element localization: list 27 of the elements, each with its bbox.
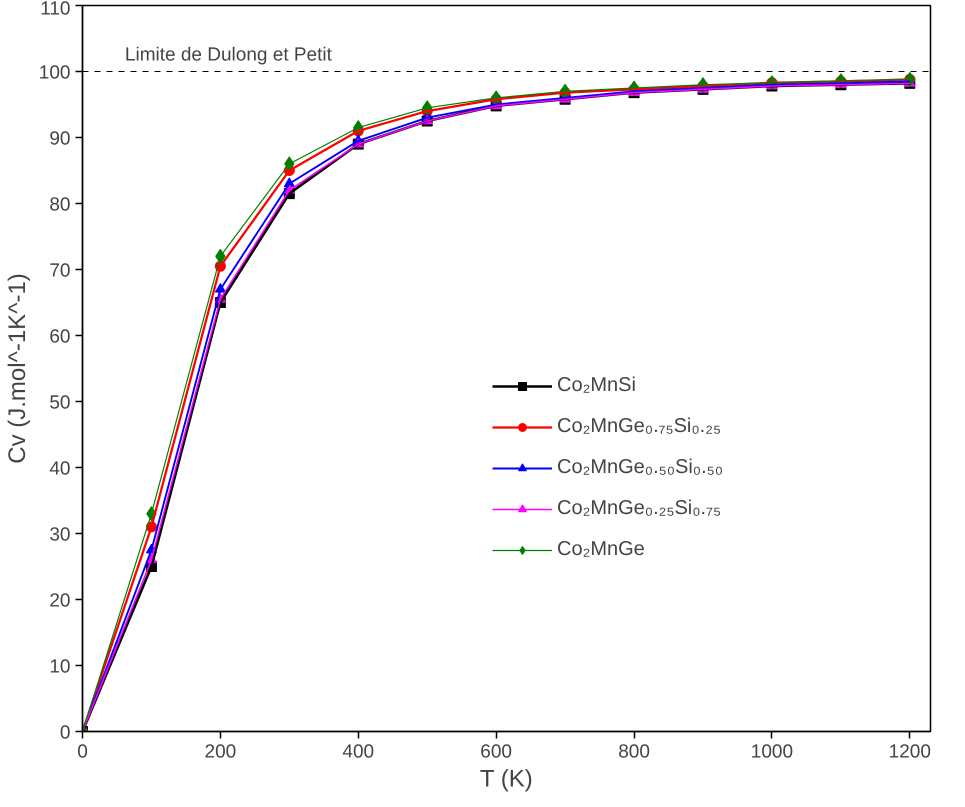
legend-label: Co₂MnGe₀.₅₀Si₀.₅₀ [557,456,724,479]
legend-label: Co₂MnGe₀.₇₅Si₀.₂₅ [557,415,722,438]
y-tick-label: 20 [49,590,71,612]
y-tick-label: 70 [49,260,71,282]
y-tick-label: 110 [40,0,71,20]
x-axis-title: T (K) [480,766,533,792]
y-tick-label: 10 [49,656,71,678]
x-tick-label: 0 [77,742,88,762]
x-tick-label: 400 [342,742,374,762]
x-tick-label: 200 [204,742,236,762]
x-tick-label: 1200 [888,742,931,762]
y-tick-label: 90 [49,128,71,150]
y-axis-title: Cv (J.mol^-1K^-1) [4,273,31,464]
legend-label: Co₂MnGe [557,538,645,561]
legend-label: Co₂MnSi [557,374,636,397]
y-tick-label: 30 [49,524,71,546]
legend-label: Co₂MnGe₀.₂₅Si₀.₇₅ [557,497,722,520]
y-tick-label: 0 [60,722,71,744]
y-tick-label: 40 [49,458,71,480]
y-tick-label: 80 [49,194,71,216]
x-tick-label: 1000 [750,742,794,762]
x-tick-label: 800 [618,742,650,762]
y-tick-label: 50 [49,392,71,414]
x-tick-label: 600 [480,742,512,762]
y-tick-label: 60 [49,326,71,348]
y-tick-label: 100 [38,62,70,84]
ref-line-label: Limite de Dulong et Petit [124,44,333,66]
